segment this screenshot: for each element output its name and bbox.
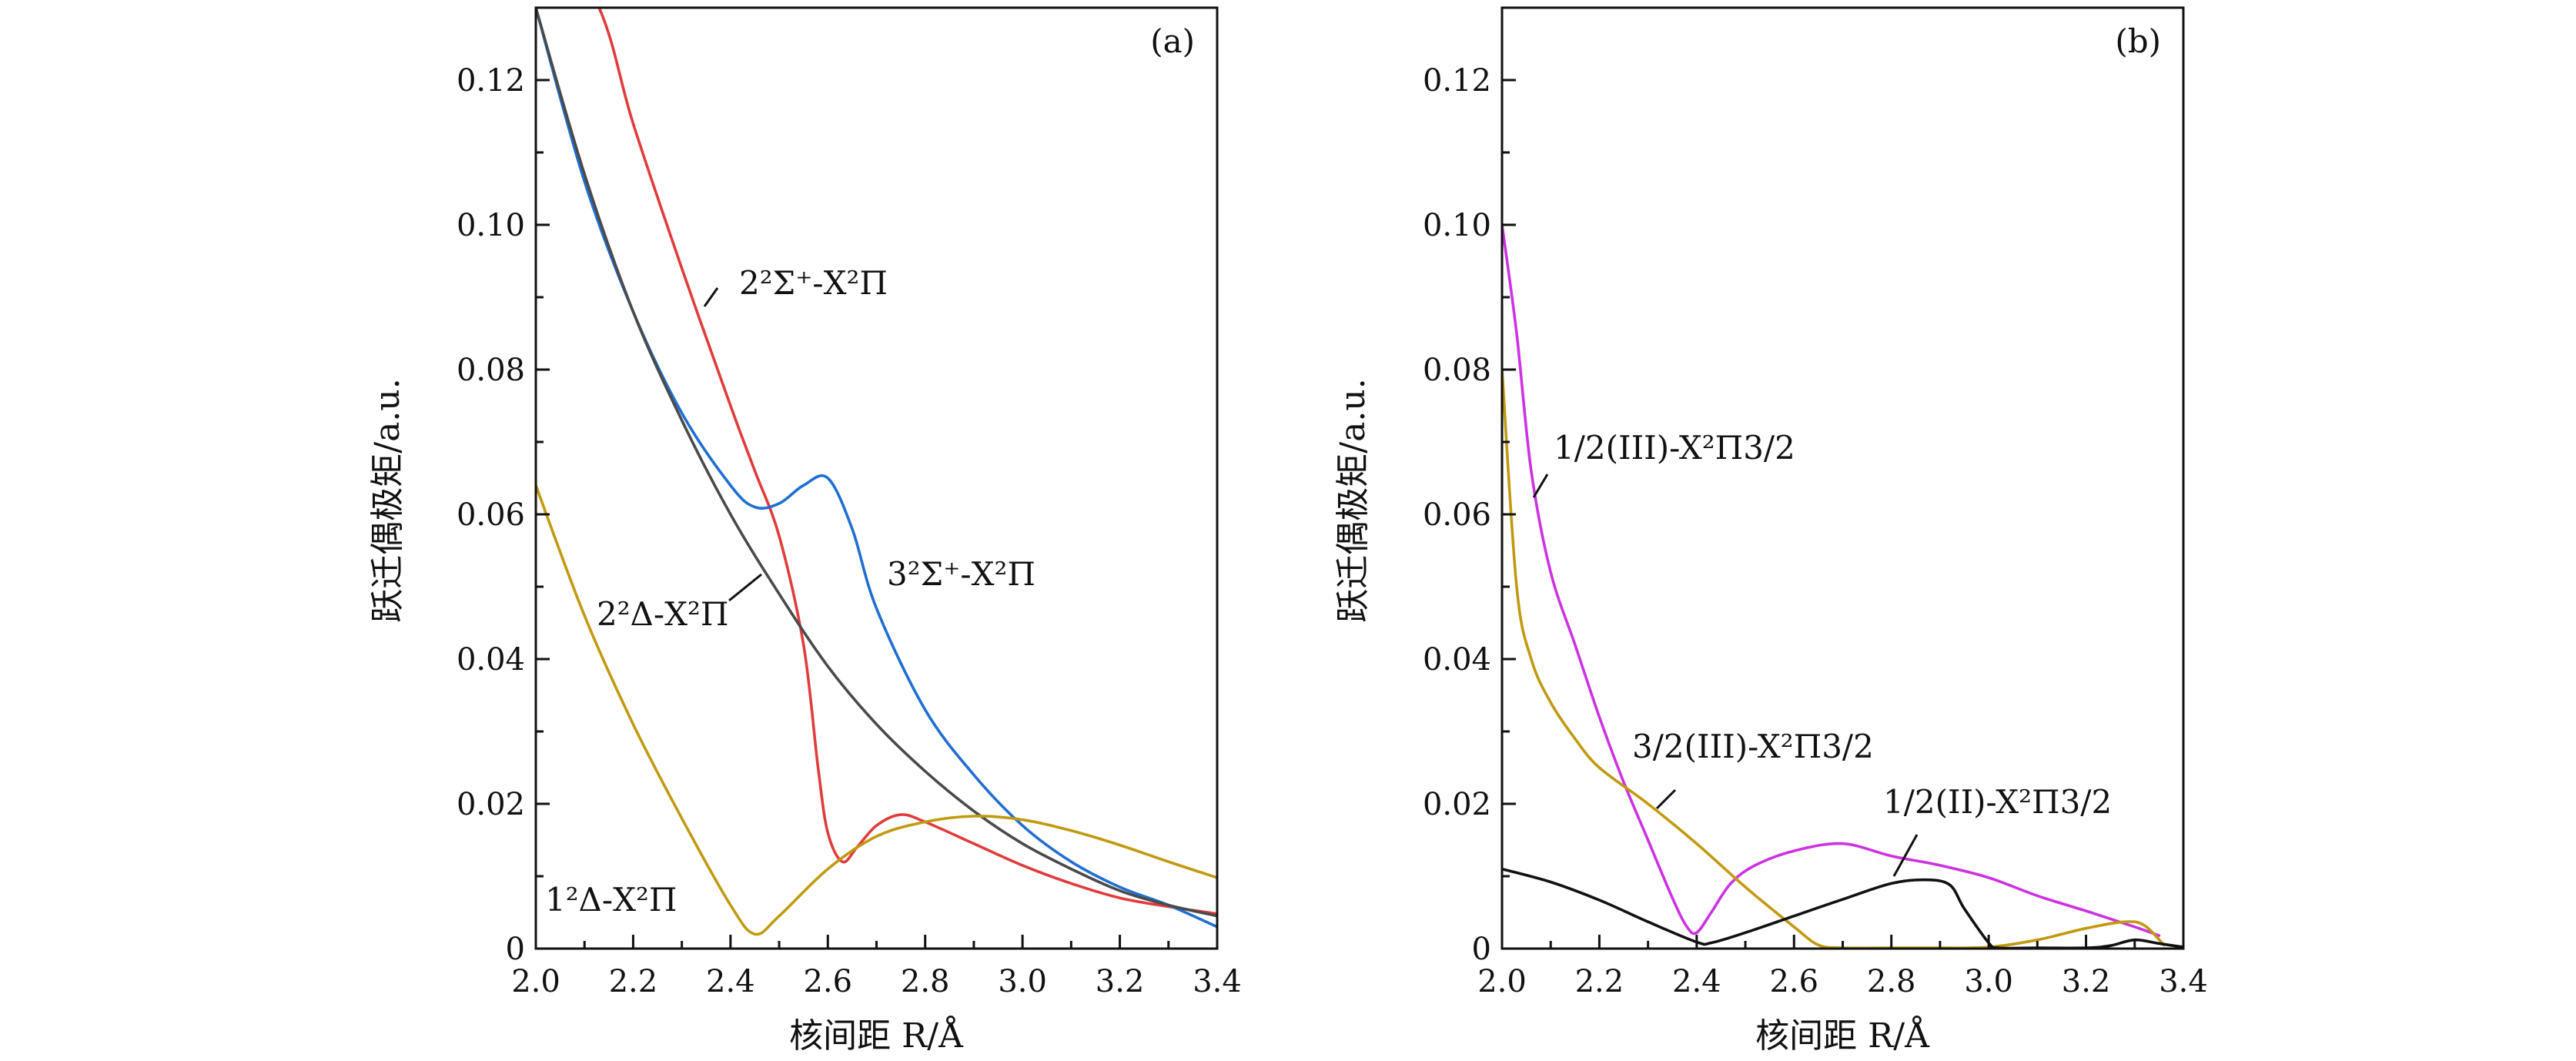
leader-2sigma [703,287,719,307]
panel-b-series-1-2-ii-x-3-2 [1502,867,2183,949]
panel-b-y-tick-label: 0.10 [1423,208,1491,243]
leader-three-half-iii [1655,788,1677,810]
panel-b-y-axis-label: 跃迁偶极矩/a.u. [1333,378,1373,622]
leader-2delta [728,573,762,602]
panel-b-x-tick-label: 2.0 [1477,964,1527,999]
panel-a: 2.0 2.2 2.4 2.6 2.8 3.0 3.2 3.4 0 0.02 0.04 0.06 0.0… [368,6,1242,1056]
panel-a-x-tick-label: 3.0 [998,964,1047,999]
panel-a-x-axis-label: 核间距 R/Å [789,1015,964,1056]
panel-a-series-2-x [597,8,1217,915]
panel-a-x-tick-label: 3.4 [1193,964,1242,999]
panel-b-x-axis-label: 核间距 R/Å [1755,1015,1930,1056]
panel-a-x-tick-label: 2.2 [609,964,658,999]
panel-a-x-tick-label: 2.8 [901,964,950,999]
annotation-half-ii: 1/2(II)-X²Π3/2 [1883,783,2112,821]
annotation-2delta: 2²Δ-X²Π [597,595,728,633]
panel-b-x-tick-label: 3.2 [2062,964,2111,999]
panel-b-y-tick-label: 0.04 [1423,642,1491,678]
panel-b-ticks: 2.0 2.2 2.4 2.6 2.8 3.0 3.2 3.4 0 0.02 0.04 0.06 0.0… [1423,6,2208,999]
panel-a-y-tick-label: 0.12 [457,63,525,99]
panel-a-y-tick-label: 0 [506,932,525,967]
panel-b: 2.0 2.2 2.4 2.6 2.8 3.0 3.2 3.4 0 0.02 0.04 0.06 0.0… [1333,6,2208,1056]
panel-b-x-tick-label: 2.2 [1575,964,1624,999]
panel-b-series-1-2-iii-x-3-2 [1502,223,2161,937]
panel-b-y-tick-label: 0.02 [1423,787,1491,822]
panel-a-series-2-x [536,8,1217,918]
panel-b-tag: (b) [2115,22,2161,60]
panel-a-y-tick-label: 0.06 [457,497,525,533]
panel-a-tag: (a) [1150,22,1195,60]
panel-b-y-tick-label: 0.12 [1423,63,1491,99]
panel-a-x-tick-label: 2.6 [803,964,852,999]
leader-half-iii [1532,474,1549,498]
panel-b-y-tick-label: 0.06 [1423,497,1491,533]
panel-a-y-tick-label: 0.02 [457,787,525,822]
panel-b-x-tick-label: 3.4 [2159,964,2208,999]
panel-b-x-tick-label: 2.4 [1672,964,1721,999]
panel-a-y-tick-label: 0.04 [457,642,525,678]
panel-a-series-3-x [536,8,1217,929]
panel-b-y-tick-label: 0 [1472,932,1491,967]
panel-b-y-tick-label: 0.08 [1423,353,1491,388]
panel-a-x-tick-label: 2.0 [511,964,560,999]
annotation-three-half-iii: 3/2(III)-X²Π3/2 [1632,728,1874,765]
panel-b-series-3-2-iii-x-3-2 [1502,368,2166,949]
panel-b-x-tick-label: 2.6 [1769,964,1818,999]
panel-b-series-layer [1502,223,2183,949]
annotation-half-iii: 1/2(III)-X²Π3/2 [1554,429,1795,467]
panel-a-y-axis-label: 跃迁偶极矩/a.u. [368,378,407,622]
panel-a-series-1-x [536,484,1217,936]
panel-a-y-tick-label: 0.08 [457,353,525,388]
panel-a-x-tick-label: 2.4 [706,964,755,999]
panel-a-series-layer [536,8,1217,936]
panel-a-ticks: 2.0 2.2 2.4 2.6 2.8 3.0 3.2 3.4 0 0.02 0.04 0.06 0.0… [457,6,1242,999]
panel-b-x-tick-label: 2.8 [1867,964,1916,999]
panel-b-x-tick-label: 3.0 [1964,964,2013,999]
panel-a-frame [534,6,1219,950]
panel-a-y-tick-label: 0.10 [457,208,525,243]
annotation-1delta: 1²Δ-X²Π [545,881,677,919]
annotation-3sigma: 3²Σ⁺-X²Π [887,555,1035,593]
annotation-2sigma: 2²Σ⁺-X²Π [739,264,888,302]
leader-half-ii [1892,834,1919,877]
panel-a-x-tick-label: 3.2 [1096,964,1145,999]
